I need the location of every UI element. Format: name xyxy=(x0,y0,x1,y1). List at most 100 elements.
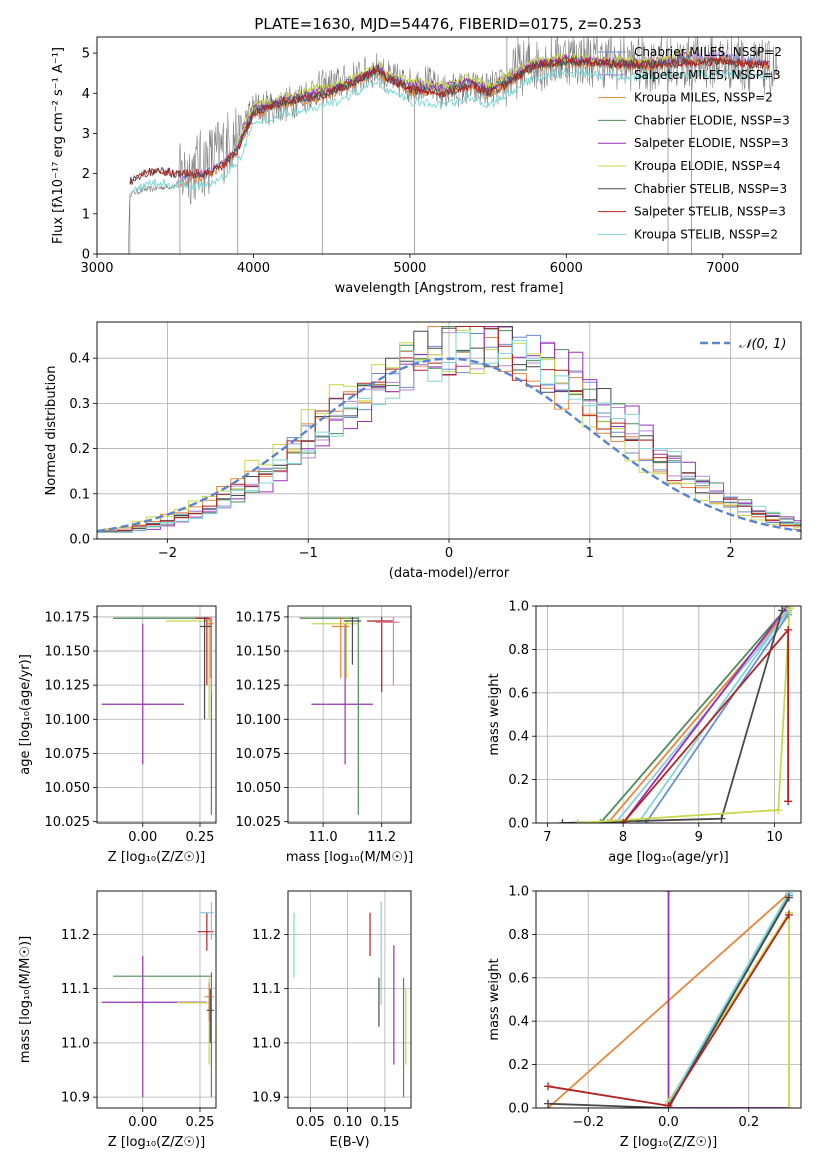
x-tick-label: 7 xyxy=(543,830,551,845)
mass-weight-line xyxy=(667,892,790,1105)
mass-weight-line xyxy=(599,606,789,823)
x-axis-label: Z [log₁₀(Z/Z☉)] xyxy=(108,850,205,865)
y-tick-label: 5 xyxy=(82,47,90,62)
y-tick-label: 4 xyxy=(82,87,90,102)
chart-age-vs-Z: 0.00 0.25 10.025 10.050 10.075 10.100 10.125 10… xyxy=(18,605,217,865)
chart-mass-vs-Z: 0.00 0.25 10.9 11.0 11.1 11.2 Z [log₁₀(Z/Z☉)] m… xyxy=(18,890,217,1150)
y-tick-label: 0.8 xyxy=(508,643,529,658)
x-tick-label: 2 xyxy=(726,546,734,561)
y-tick-label: 0.3 xyxy=(69,397,90,412)
mass-weight-marker xyxy=(717,814,726,823)
y-axis-label: mass [log₁₀(M/M☉)] xyxy=(18,936,33,1063)
x-tick-label: 0.00 xyxy=(128,1115,157,1130)
y-axis-label: mass weight xyxy=(487,958,502,1040)
legend-entry: Kroupa MILES, NSSP=2 xyxy=(634,91,773,105)
x-tick-label: 3000 xyxy=(80,261,113,276)
x-tick-label: 0.00 xyxy=(128,830,157,845)
x-axis-label: Z [log₁₀(Z/Z☉)] xyxy=(620,1135,717,1150)
y-tick-label: 0 xyxy=(82,248,90,263)
legend-entry: Salpeter STELIB, NSSP=3 xyxy=(634,205,786,219)
x-tick-label: 11.2 xyxy=(367,830,396,845)
axes-frame xyxy=(287,890,412,1109)
y-tick-label: 0.0 xyxy=(508,817,529,832)
y-tick-label: 11.2 xyxy=(61,928,90,943)
legend-entry: Salpeter ELODIE, NSSP=3 xyxy=(634,136,789,150)
mass-weight-marker xyxy=(784,893,793,902)
model-spectrum-line xyxy=(129,56,770,185)
y-tick-label: 10.175 xyxy=(45,610,91,625)
y-tick-label: 10.100 xyxy=(45,713,91,728)
y-tick-label: 3 xyxy=(82,127,90,142)
x-tick-label: 11.0 xyxy=(309,830,338,845)
axes-frame xyxy=(96,321,802,540)
legend-entry: Kroupa STELIB, NSSP=2 xyxy=(634,227,778,241)
chart-massweight-vs-Z: −0.2 0.0 0.2 0.0 0.2 0.4 0.6 0.8 1.0 Z [log₁₀(Z/Z… xyxy=(487,885,802,1150)
y-tick-label: 10.125 xyxy=(236,679,282,694)
y-tick-label: 10.075 xyxy=(236,747,282,762)
plot-layer: 3000 4000 5000 6000 7000 0 1 2 3 4 5 wavelength [An… xyxy=(18,36,802,1150)
mass-weight-marker xyxy=(544,1099,553,1108)
y-tick-label: 0.0 xyxy=(508,1102,529,1117)
plot-area xyxy=(544,891,793,1108)
y-tick-label: 10.075 xyxy=(45,747,91,762)
y-axis-label: age [log₁₀(age/yr)] xyxy=(18,654,33,775)
figure-title: PLATE=1630, MJD=54476, FIBERID=0175, z=0… xyxy=(254,15,641,33)
y-tick-label: 0.2 xyxy=(69,442,90,457)
y-tick-label: 10.175 xyxy=(236,610,282,625)
y-tick-label: 11.0 xyxy=(252,1036,281,1051)
x-axis-label: wavelength [Angstrom, rest frame] xyxy=(335,281,564,296)
legend-entry: Chabrier MILES, NSSP=2 xyxy=(634,45,782,59)
y-tick-label: 10.9 xyxy=(252,1091,281,1106)
x-tick-label: −0.2 xyxy=(572,1115,604,1130)
plot-area xyxy=(101,616,214,815)
model-spectrum-line xyxy=(129,55,770,185)
axes-frame xyxy=(96,605,217,824)
y-tick-label: 10.100 xyxy=(236,713,282,728)
y-tick-label: 10.9 xyxy=(61,1091,90,1106)
chart-mass-vs-EBV: 0.05 0.10 0.15 10.9 11.0 11.1 11.2 E(B-V) xyxy=(252,890,412,1150)
x-tick-label: −1 xyxy=(299,546,318,561)
y-tick-label: 11.1 xyxy=(61,982,90,997)
mass-weight-marker xyxy=(544,1082,553,1091)
y-tick-label: 0.4 xyxy=(508,730,529,745)
x-tick-label: 4000 xyxy=(237,261,270,276)
mass-weight-marker xyxy=(596,819,605,823)
mass-weight-marker xyxy=(573,819,582,823)
mass-weight-marker xyxy=(784,797,793,806)
y-axis-label: Normed distribution xyxy=(44,366,59,496)
plot-area xyxy=(101,901,214,1098)
chart-massweight-vs-age: 7 8 9 10 0.0 0.2 0.4 0.6 0.8 1.0 age [log₁₀(age/yr… xyxy=(487,600,802,865)
chart-age-vs-mass: 11.0 11.2 10.025 10.050 10.075 10.100 10.125 10… xyxy=(236,605,413,865)
x-tick-label: 0.0 xyxy=(658,1115,679,1130)
axes-frame xyxy=(535,605,802,824)
mass-weight-marker xyxy=(664,891,673,895)
x-axis-label: (data-model)/error xyxy=(389,566,510,581)
mass-weight-marker xyxy=(785,606,794,613)
x-axis-label: E(B-V) xyxy=(329,1135,369,1150)
y-tick-label: 0.2 xyxy=(508,1058,529,1073)
y-tick-label: 0.0 xyxy=(69,533,90,548)
residual-histogram xyxy=(97,329,801,533)
x-tick-label: 5000 xyxy=(393,261,426,276)
mass-weight-marker xyxy=(784,625,793,634)
y-tick-label: 11.1 xyxy=(252,982,281,997)
y-tick-label: 1.0 xyxy=(508,600,529,615)
y-tick-label: 10.050 xyxy=(45,781,91,796)
y-axis-label: mass weight xyxy=(487,673,502,755)
y-tick-label: 0.1 xyxy=(69,487,90,502)
plot-area xyxy=(558,606,794,823)
axes-frame xyxy=(96,890,217,1109)
y-tick-label: 2 xyxy=(82,167,90,182)
y-tick-label: 0.4 xyxy=(508,1015,529,1030)
mass-weight-marker xyxy=(774,805,783,814)
y-tick-label: 11.2 xyxy=(252,928,281,943)
x-tick-label: 9 xyxy=(695,830,703,845)
y-tick-label: 0.8 xyxy=(508,928,529,943)
x-tick-label: 8 xyxy=(619,830,627,845)
y-axis-label: Flux [fλ10⁻¹⁷ erg cm⁻² s⁻¹ A⁻¹] xyxy=(51,47,66,244)
x-tick-label: 7000 xyxy=(706,261,739,276)
y-tick-label: 1.0 xyxy=(508,885,529,900)
x-tick-label: 10 xyxy=(766,830,783,845)
y-tick-label: 10.025 xyxy=(45,815,91,830)
